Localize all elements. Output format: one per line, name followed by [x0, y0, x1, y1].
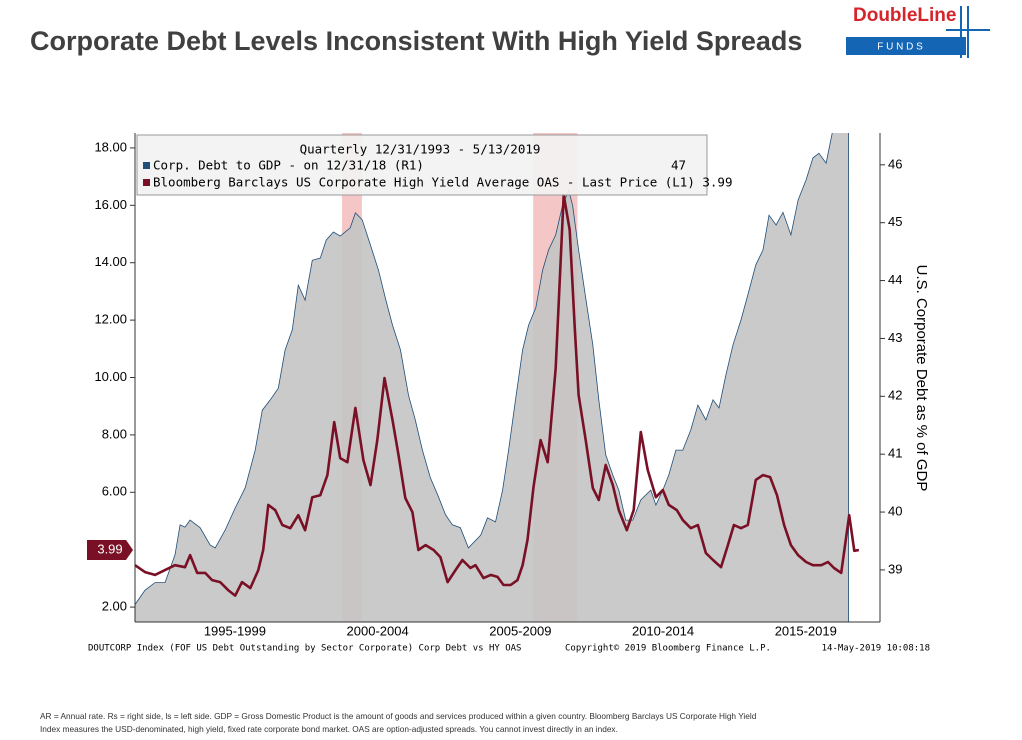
y2-tick-label: 41	[888, 446, 902, 461]
legend-value: 47	[671, 158, 686, 173]
legend-title: Quarterly 12/31/1993 - 5/13/2019	[300, 142, 541, 157]
logo-sub: F U N D S	[877, 42, 923, 53]
y2-tick-label: 42	[888, 388, 902, 403]
copyright: Copyright© 2019 Bloomberg Finance L.P.	[565, 644, 771, 654]
y2-tick-label: 46	[888, 156, 902, 171]
y2-tick-label: 39	[888, 561, 902, 576]
last-value-label: 3.99	[97, 541, 122, 556]
y2-axis-title: U.S. Corporate Debt as % of GDP	[913, 265, 930, 492]
footnote: AR = Annual rate. Rs = right side, ls = …	[40, 711, 757, 721]
x-tick-label: 2015-2019	[775, 623, 837, 638]
x-tick-label: 1995-1999	[204, 623, 266, 638]
line	[135, 193, 860, 597]
y2-tick-label: 45	[888, 214, 902, 229]
x-tick-label: 2000-2004	[347, 623, 409, 638]
legend-entry: Corp. Debt to GDP - on 12/31/18 (R1)	[153, 158, 424, 173]
y-tick-label: 14.00	[94, 254, 127, 269]
legend-entry: Bloomberg Barclays US Corporate High Yie…	[153, 175, 732, 190]
title: Corporate Debt Levels Inconsistent With …	[30, 26, 802, 56]
y-tick-label: 6.00	[102, 484, 127, 499]
y2-tick-label: 44	[888, 272, 902, 287]
source: DOUTCORP Index (FOF US Debt Outstanding …	[88, 644, 521, 654]
last-value-flag	[87, 539, 133, 560]
plot-area	[135, 133, 860, 622]
area	[135, 133, 850, 622]
legend-box	[136, 134, 708, 196]
y-tick-label: 2.00	[102, 599, 127, 614]
y2-tick-label: 43	[888, 330, 902, 345]
y2-tick-label: 40	[888, 503, 902, 518]
timestamp: 14-May-2019 10:08:18	[822, 644, 930, 654]
y-tick-label: 12.00	[94, 312, 127, 327]
logo: DoubleLine F U N D S	[846, 5, 990, 58]
logo-name: DoubleLine	[853, 5, 956, 26]
y-tick-label: 18.00	[94, 139, 127, 154]
y-tick-label: 16.00	[94, 197, 127, 212]
y-tick-label: 10.00	[94, 369, 127, 384]
x-tick-label: 2005-2009	[489, 623, 551, 638]
logo-box	[846, 37, 966, 55]
legend: Quarterly 12/31/1993 - 5/13/2019 Corp. D…	[136, 134, 732, 196]
y-tick-label: 8.00	[102, 426, 127, 441]
x-tick-label: 2010-2014	[632, 623, 694, 638]
footnote: Index measures the USD-denominated, high…	[40, 724, 618, 734]
legend-swatch	[143, 179, 150, 186]
axes: 2.00 6.00 8.00 10.00 12.00 14.00 16.00 18.00 39 4…	[87, 139, 902, 638]
legend-swatch	[143, 162, 150, 169]
